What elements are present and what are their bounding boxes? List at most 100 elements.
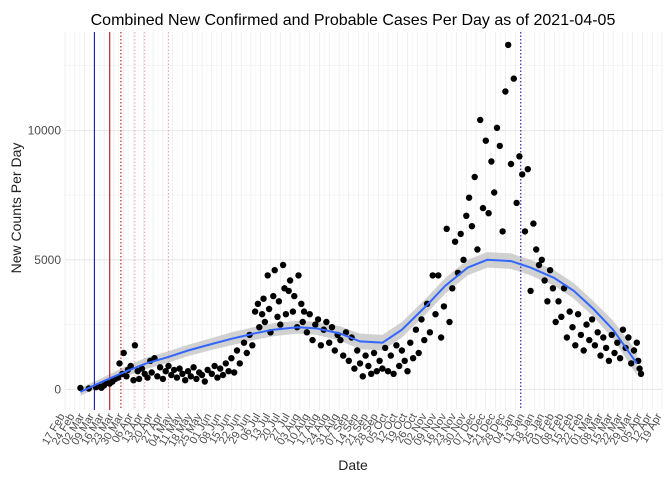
data-point [460, 256, 467, 263]
data-point [432, 311, 439, 318]
data-point [187, 373, 194, 380]
data-point [228, 355, 235, 362]
smooth-trend-line [79, 258, 638, 393]
data-point [577, 331, 585, 339]
data-point [513, 199, 520, 207]
data-point [505, 41, 512, 49]
data-point [608, 331, 615, 339]
data-point [446, 318, 453, 326]
data-point [474, 246, 481, 253]
data-point [193, 375, 200, 383]
data-point [429, 272, 436, 279]
data-point [291, 292, 298, 300]
data-point [552, 318, 559, 326]
data-point [465, 194, 473, 201]
data-point [135, 375, 143, 383]
data-point [535, 261, 543, 269]
data-point [443, 225, 450, 232]
data-point [326, 339, 333, 346]
data-point [328, 324, 336, 331]
data-point [471, 173, 478, 181]
data-point [546, 267, 554, 274]
data-point [412, 326, 420, 333]
data-point [165, 362, 172, 370]
data-point [130, 377, 137, 384]
data-point [274, 313, 281, 320]
data-point [451, 238, 459, 245]
data-point [354, 347, 361, 354]
data-point [527, 287, 534, 295]
data-point [271, 267, 278, 274]
data-point [409, 355, 417, 362]
data-point [477, 116, 484, 124]
data-point [580, 347, 587, 354]
data-point [491, 189, 498, 196]
data-point [337, 336, 344, 344]
data-point [254, 300, 262, 307]
data-point [306, 311, 313, 318]
data-point [611, 349, 618, 357]
data-point [219, 371, 227, 379]
data-point [625, 334, 632, 341]
data-point [184, 368, 192, 375]
data-point [208, 370, 215, 377]
data-point [597, 352, 604, 359]
data-point [426, 329, 434, 336]
data-point [376, 357, 383, 364]
data-point [544, 298, 551, 305]
data-point [404, 368, 411, 375]
data-point [201, 378, 208, 385]
data-point [457, 230, 464, 238]
data-point [144, 374, 151, 381]
data-point [605, 357, 613, 364]
data-point [249, 342, 256, 349]
data-point [524, 166, 531, 173]
data-point [265, 305, 273, 313]
data-point [507, 160, 515, 168]
data-point [538, 256, 545, 263]
data-point [530, 220, 537, 227]
data-point [356, 360, 364, 367]
data-point [179, 370, 186, 377]
data-point [563, 334, 571, 341]
data-point [154, 373, 161, 380]
data-point [588, 316, 596, 323]
data-point [282, 311, 290, 318]
data-point [379, 365, 386, 372]
data-point [123, 373, 130, 380]
smooth-line [79, 258, 638, 393]
data-point [270, 292, 277, 300]
data-point [602, 344, 610, 352]
data-point [261, 318, 269, 326]
data-point [299, 318, 306, 326]
data-point [370, 349, 378, 357]
data-point [127, 362, 134, 370]
data-point [437, 334, 445, 341]
data-point [190, 364, 197, 371]
data-point [323, 318, 330, 326]
data-point [421, 336, 428, 344]
data-point [225, 368, 232, 375]
data-point [258, 311, 266, 318]
data-point [558, 313, 565, 320]
data-point [275, 298, 283, 305]
data-point [173, 374, 181, 381]
y-axis-ticks: 0 5000 10000 [28, 123, 62, 396]
data-point [295, 272, 302, 279]
data-point [533, 246, 540, 253]
data-point [286, 277, 294, 284]
data-point [217, 365, 224, 372]
y-tick-label: 10000 [28, 123, 62, 137]
data-point [488, 158, 495, 165]
data-point [594, 329, 601, 336]
data-point [398, 347, 406, 354]
data-point [572, 342, 579, 349]
data-point [222, 360, 229, 367]
data-point [345, 357, 352, 364]
chart-title: Combined New Confirmed and Probable Case… [91, 12, 616, 29]
data-point [198, 371, 206, 379]
data-point [382, 344, 389, 352]
y-tick-label: 5000 [34, 253, 61, 267]
data-point [331, 347, 338, 354]
data-point [182, 377, 189, 384]
